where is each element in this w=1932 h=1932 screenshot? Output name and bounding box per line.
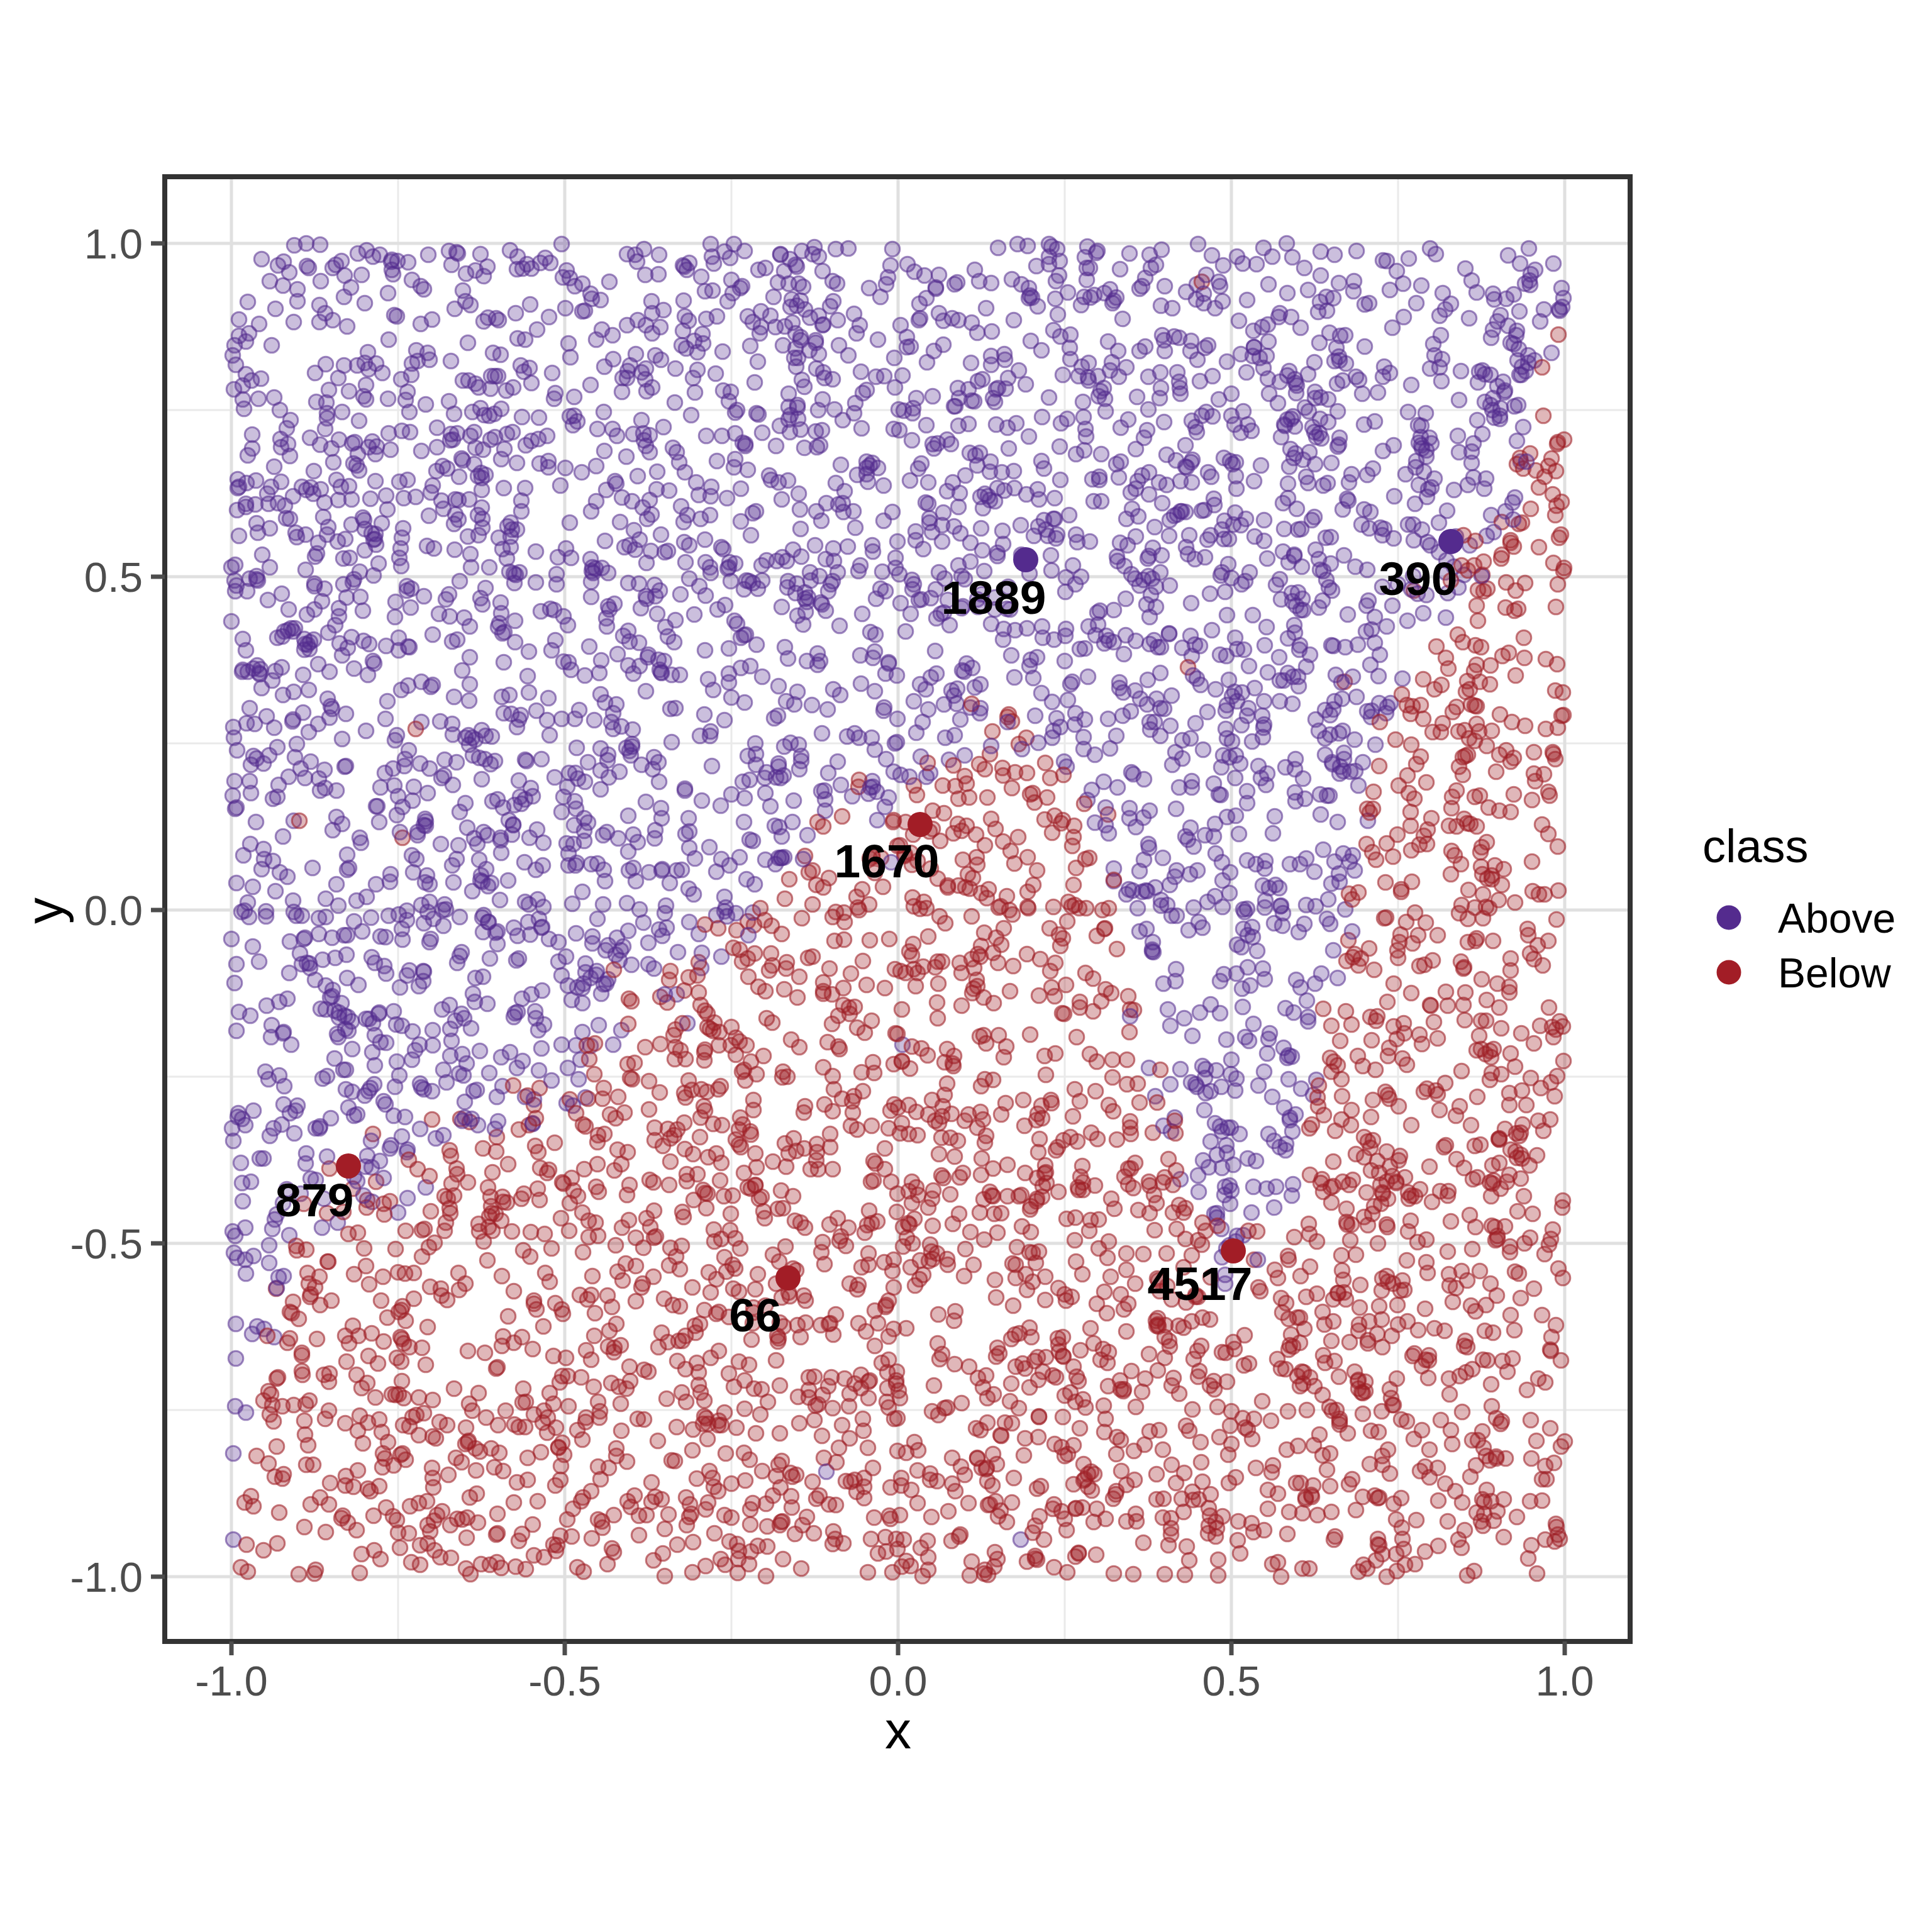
svg-text:-0.5: -0.5 xyxy=(70,1220,143,1267)
svg-text:1.0: 1.0 xyxy=(84,220,143,267)
svg-text:66: 66 xyxy=(729,1289,781,1341)
svg-text:879: 879 xyxy=(275,1174,353,1226)
svg-text:-0.5: -0.5 xyxy=(528,1657,601,1704)
svg-text:390: 390 xyxy=(1379,552,1457,605)
svg-text:0.0: 0.0 xyxy=(84,887,143,934)
svg-text:0.5: 0.5 xyxy=(84,553,143,601)
svg-text:-1.0: -1.0 xyxy=(70,1553,143,1601)
svg-text:1670: 1670 xyxy=(835,835,940,887)
svg-text:x: x xyxy=(885,1701,911,1760)
svg-text:0.0: 0.0 xyxy=(869,1657,927,1704)
svg-text:-1.0: -1.0 xyxy=(195,1657,267,1704)
svg-text:0.5: 0.5 xyxy=(1202,1657,1260,1704)
svg-text:class: class xyxy=(1702,820,1809,872)
svg-text:Above: Above xyxy=(1778,895,1896,941)
svg-text:1.0: 1.0 xyxy=(1535,1657,1594,1704)
svg-text:y: y xyxy=(15,897,74,924)
svg-text:4517: 4517 xyxy=(1148,1257,1253,1310)
svg-text:1889: 1889 xyxy=(941,571,1046,624)
svg-text:Below: Below xyxy=(1778,950,1891,996)
